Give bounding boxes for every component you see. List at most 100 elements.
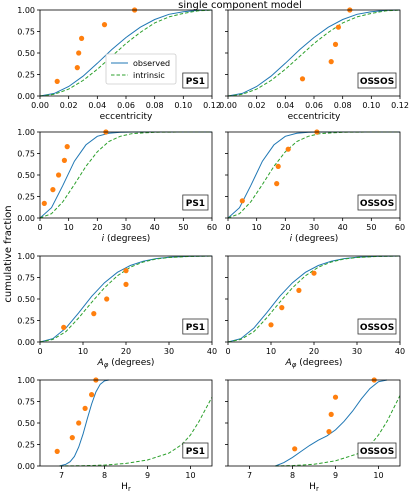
panel-ps1-0: 0.00 0.02 0.04 0.06 0.08 0.10 0.12 0.00 0.25 0.50… — [17, 6, 221, 122]
intrinsic-curve — [228, 9, 400, 97]
x-tick-label: 0.10 — [362, 101, 380, 110]
panel-label-box — [357, 72, 397, 89]
panel-ps1-1: 0 10 20 30 40 50 60 0.00 0.25 0.50 0.75 1.00 i (degr… — [17, 128, 217, 244]
data-point — [54, 448, 60, 454]
y-tick-label: 1.00 — [17, 128, 35, 137]
y-tick-label: 0.75 — [17, 28, 35, 37]
data-point — [104, 296, 110, 302]
x-tick-label: 0.04 — [88, 101, 106, 110]
y-tick-label: 0.50 — [17, 49, 35, 58]
x-tick-label: 10 — [78, 347, 88, 356]
x-tick-label: 10 — [266, 347, 276, 356]
x-axis-label: i (degrees) — [102, 234, 151, 244]
data-point — [56, 172, 62, 178]
panel-ossos-0: 0.00 0.02 0.04 0.06 0.08 0.10 0.12 eccentricity… — [219, 7, 409, 122]
intrinsic-curve — [228, 255, 400, 343]
panel-label-box — [357, 194, 397, 211]
x-tick-label: 40 — [338, 223, 348, 232]
data-point — [335, 24, 341, 30]
data-point — [328, 59, 334, 65]
x-tick-label: 50 — [366, 223, 376, 232]
data-point — [54, 78, 60, 84]
x-tick-label: 7 — [59, 471, 64, 480]
x-axis-label: Aφ (degrees) — [285, 358, 343, 369]
x-tick-label: 0 — [37, 347, 42, 356]
x-tick-label: 30 — [352, 347, 362, 356]
panel-ossos-1: 0 10 20 30 40 50 60 i (degrees) OSSOS — [225, 129, 405, 244]
x-tick-label: 10 — [252, 223, 262, 232]
x-tick-label: 20 — [92, 223, 102, 232]
data-point — [279, 305, 285, 311]
data-point — [50, 187, 56, 193]
data-point — [274, 181, 280, 187]
data-point — [91, 311, 97, 317]
panels-group: 0.00 0.02 0.04 0.06 0.08 0.10 0.120.000.250.50… — [17, 6, 409, 493]
intrinsic-curve — [40, 255, 212, 343]
intrinsic-curve — [40, 9, 212, 97]
y-tick-label: 0.50 — [17, 419, 35, 428]
x-tick-label: 20 — [121, 347, 131, 356]
x-tick-label: 0.06 — [117, 101, 135, 110]
data-point — [326, 429, 332, 435]
panel-label-box — [357, 318, 397, 335]
x-tick-label: 0.12 — [203, 101, 221, 110]
y-tick-label: 0.75 — [17, 150, 35, 159]
panel-label-box — [357, 442, 397, 459]
data-point — [239, 198, 245, 204]
x-tick-label: 20 — [280, 223, 290, 232]
x-tick-label: 0 — [225, 347, 230, 356]
data-point — [74, 65, 80, 71]
panel-label: OSSOS — [360, 447, 394, 457]
y-tick-label: 1.00 — [17, 6, 35, 15]
x-axis-label: i (degrees) — [290, 234, 339, 244]
x-tick-label: 8 — [290, 471, 295, 480]
x-tick-label: 0.02 — [248, 101, 266, 110]
data-point — [311, 270, 317, 276]
x-tick-label: 7 — [247, 471, 252, 480]
x-tick-label: 60 — [395, 223, 405, 232]
intrinsic-curve — [59, 396, 212, 467]
data-point — [61, 324, 67, 330]
panel-ossos-2: 0 10 20 30 40 Aφ (degrees) OSSOS — [225, 255, 405, 369]
data-point — [285, 146, 291, 152]
panel-label: PS1 — [186, 447, 205, 457]
y-tick-label: 0.00 — [17, 462, 35, 471]
x-tick-label: 0.08 — [146, 101, 164, 110]
data-point — [332, 41, 339, 48]
panel-ps1-3: 7 8 9 10 0.00 0.25 0.50 0.75 1.00 Hr PS1 — [17, 376, 213, 493]
data-point — [41, 200, 47, 206]
x-tick-label: 0.12 — [391, 101, 409, 110]
figure-ylabel: cumulative fraction — [3, 205, 14, 302]
y-tick-label: 0.50 — [17, 295, 35, 304]
panel-label: PS1 — [186, 323, 205, 333]
y-tick-label: 0.25 — [17, 71, 35, 80]
data-point — [123, 268, 129, 274]
x-tick-label: 0.00 — [31, 101, 49, 110]
data-point — [299, 76, 306, 82]
panel-ossos-3: 7 8 9 10 Hr OSSOS — [225, 377, 401, 493]
data-point — [101, 22, 108, 28]
data-point — [89, 392, 95, 398]
data-point — [76, 50, 82, 56]
x-axis-label: Hr — [121, 482, 131, 493]
x-tick-label: 0.10 — [174, 101, 192, 110]
panel-label: PS1 — [186, 199, 205, 209]
data-point — [79, 35, 85, 42]
data-point — [268, 322, 274, 328]
x-axis-label: eccentricity — [100, 112, 153, 122]
y-tick-label: 0.00 — [17, 92, 35, 101]
data-point — [123, 281, 129, 287]
observed-curve — [228, 9, 400, 97]
panel-label-box — [182, 194, 209, 211]
y-tick-label: 0.50 — [17, 171, 35, 180]
y-tick-label: 1.00 — [17, 376, 35, 385]
data-point — [292, 446, 298, 452]
data-point — [275, 163, 281, 169]
x-tick-label: 9 — [333, 471, 338, 480]
observed-curve — [59, 379, 109, 467]
x-tick-label: 0.00 — [219, 101, 237, 110]
panel-ps1-2: 0 10 20 30 40 0.00 0.25 0.50 0.75 1.00 Aφ (degrees… — [17, 252, 217, 369]
x-tick-label: 40 — [395, 347, 405, 356]
x-tick-label: 30 — [121, 223, 131, 232]
